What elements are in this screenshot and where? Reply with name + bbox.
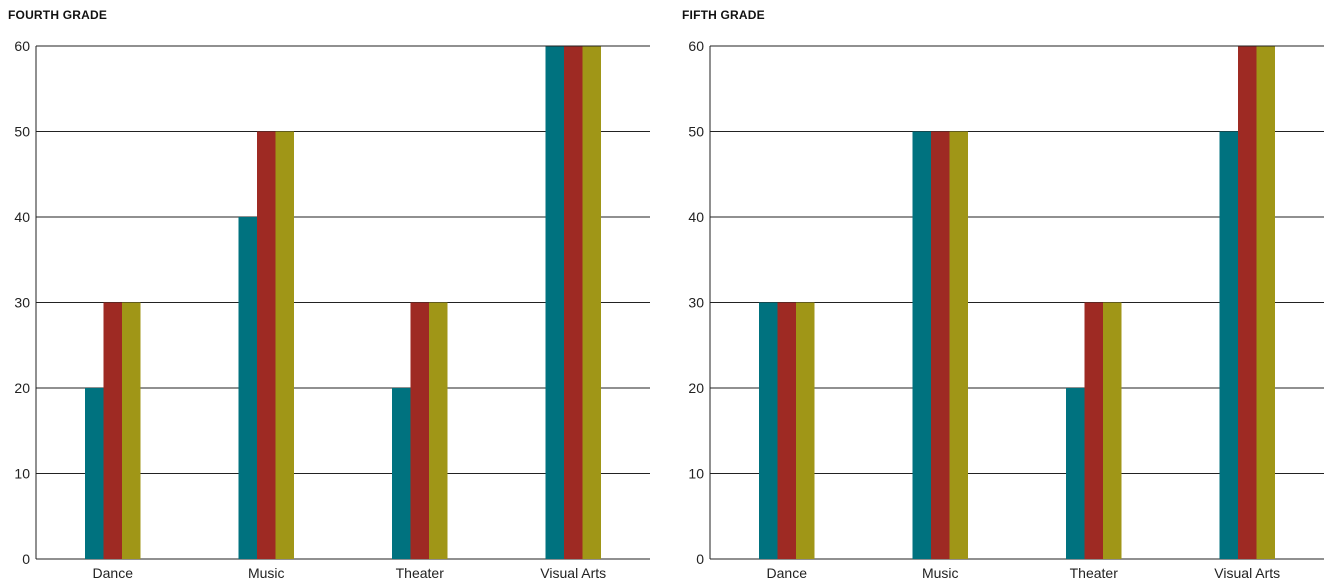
x-tick-label: Dance <box>93 565 134 581</box>
y-tick-label: 10 <box>14 466 30 482</box>
y-tick-label: 60 <box>688 38 704 54</box>
bar-dance-series-1 <box>759 302 778 559</box>
bar-theater-series-2 <box>1084 302 1103 559</box>
chart-fifth-grade: 0 10 20 30 40 50 60 Dance Music Theater Visual Art… <box>688 38 1324 581</box>
y-tick-label: 10 <box>688 466 704 482</box>
bar-dance-series-1 <box>85 388 104 559</box>
x-tick-label: Theater <box>396 565 445 581</box>
bar-visual-arts-series-2 <box>1238 46 1257 559</box>
bar-dance-series-3 <box>122 302 141 559</box>
y-tick-label: 60 <box>14 38 30 54</box>
bar-dance-series-2 <box>103 302 122 559</box>
bar-music-series-2 <box>931 131 950 559</box>
bar-music-series-1 <box>912 131 931 559</box>
y-tick-label: 0 <box>696 551 704 567</box>
bar-visual-arts-series-2 <box>564 46 583 559</box>
x-tick-label: Music <box>922 565 959 581</box>
bar-visual-arts-series-3 <box>1256 46 1275 559</box>
bar-music-series-1 <box>238 217 257 559</box>
bar-dance-series-3 <box>796 302 815 559</box>
y-tick-label: 30 <box>688 295 704 311</box>
y-tick-label: 0 <box>22 551 30 567</box>
bar-theater-series-3 <box>1103 302 1122 559</box>
y-tick-label: 50 <box>688 124 704 140</box>
chart-title-fourth-grade: FOURTH GRADE <box>8 8 108 22</box>
x-tick-label: Dance <box>767 565 808 581</box>
bar-theater-series-3 <box>429 302 448 559</box>
bar-music-series-2 <box>257 131 276 559</box>
bar-visual-arts-series-3 <box>582 46 601 559</box>
y-tick-label: 40 <box>688 209 704 225</box>
bar-music-series-3 <box>275 131 294 559</box>
bar-theater-series-1 <box>392 388 411 559</box>
bar-music-series-3 <box>949 131 968 559</box>
bar-dance-series-2 <box>777 302 796 559</box>
x-tick-label: Music <box>248 565 285 581</box>
y-tick-label: 20 <box>14 380 30 396</box>
x-tick-label: Visual Arts <box>1214 565 1280 581</box>
x-tick-label: Visual Arts <box>540 565 606 581</box>
chart-title-fifth-grade: FIFTH GRADE <box>682 8 765 22</box>
bar-visual-arts-series-1 <box>1219 131 1238 559</box>
x-tick-label: Theater <box>1070 565 1119 581</box>
chart-fourth-grade: 0 10 20 30 40 50 60 Dance Music Theater Visual Art… <box>14 38 650 581</box>
y-tick-label: 40 <box>14 209 30 225</box>
bar-theater-series-2 <box>410 302 429 559</box>
bar-theater-series-1 <box>1066 388 1085 559</box>
y-tick-label: 30 <box>14 295 30 311</box>
y-tick-label: 50 <box>14 124 30 140</box>
y-tick-label: 20 <box>688 380 704 396</box>
bar-visual-arts-series-1 <box>545 46 564 559</box>
